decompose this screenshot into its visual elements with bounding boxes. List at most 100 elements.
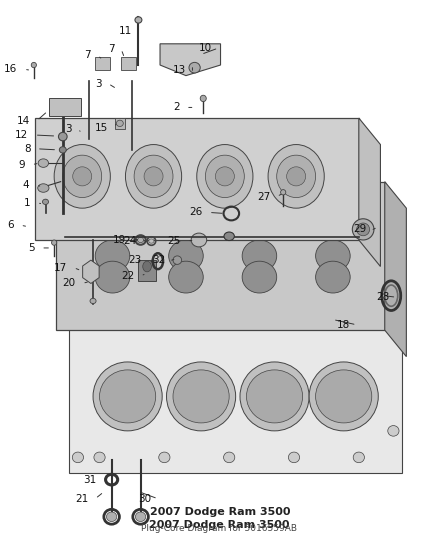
Ellipse shape [95,208,130,235]
Ellipse shape [309,201,357,241]
Text: 20: 20 [63,278,76,288]
Ellipse shape [95,261,130,293]
Ellipse shape [316,261,350,293]
Text: 18: 18 [337,320,350,330]
Text: 27: 27 [257,191,270,201]
Ellipse shape [288,277,300,288]
Ellipse shape [106,512,117,521]
Text: 10: 10 [199,43,212,53]
Text: 9: 9 [18,160,25,169]
Text: 15: 15 [95,123,108,133]
Ellipse shape [309,362,378,431]
Ellipse shape [162,201,210,241]
Text: 11: 11 [119,26,132,36]
Ellipse shape [125,144,182,208]
Ellipse shape [72,277,84,288]
Ellipse shape [242,208,277,235]
Ellipse shape [316,208,350,235]
Ellipse shape [240,362,309,431]
Polygon shape [359,118,381,266]
Text: 23: 23 [129,255,142,265]
Ellipse shape [159,452,170,463]
Ellipse shape [99,370,156,423]
Ellipse shape [59,132,67,141]
Ellipse shape [247,370,303,423]
Ellipse shape [59,147,66,153]
Polygon shape [69,266,402,473]
Ellipse shape [54,144,110,208]
Polygon shape [385,182,406,357]
Text: 31: 31 [83,475,96,484]
Text: 14: 14 [17,116,30,126]
Text: Plug-Core Diagram for 5016559AB: Plug-Core Diagram for 5016559AB [141,524,297,533]
Text: 29: 29 [353,224,367,235]
Ellipse shape [242,261,277,293]
FancyBboxPatch shape [95,57,110,70]
Text: 16: 16 [4,64,18,74]
Ellipse shape [281,190,286,195]
Ellipse shape [89,201,136,241]
Ellipse shape [94,277,105,288]
Ellipse shape [388,425,399,436]
Text: 7: 7 [84,51,91,60]
Ellipse shape [72,452,84,463]
Ellipse shape [63,155,102,198]
Ellipse shape [38,159,49,167]
Text: 30: 30 [138,494,152,504]
Ellipse shape [95,240,130,272]
Ellipse shape [215,167,234,186]
Text: 2007 Dodge Ram 3500: 2007 Dodge Ram 3500 [149,520,289,530]
Ellipse shape [134,155,173,198]
Text: 24: 24 [123,236,136,246]
Ellipse shape [223,452,235,463]
Text: 17: 17 [54,263,67,272]
Ellipse shape [191,233,207,247]
Ellipse shape [31,62,36,68]
Ellipse shape [173,256,182,264]
Ellipse shape [166,362,236,431]
Ellipse shape [173,370,229,423]
Ellipse shape [205,155,244,198]
Text: 19: 19 [113,235,126,245]
Ellipse shape [316,370,372,423]
Ellipse shape [143,261,152,272]
Text: 13: 13 [173,66,186,75]
Ellipse shape [353,277,364,288]
Text: 21: 21 [75,494,89,504]
Polygon shape [35,118,359,240]
Ellipse shape [224,232,234,240]
Ellipse shape [90,298,96,304]
Ellipse shape [73,167,92,186]
Polygon shape [160,44,221,76]
Ellipse shape [200,95,206,102]
Ellipse shape [353,452,364,463]
Ellipse shape [268,144,324,208]
Text: 1: 1 [24,198,30,208]
Text: 2: 2 [173,102,180,112]
Ellipse shape [38,184,49,192]
Ellipse shape [117,120,124,126]
Text: 12: 12 [15,130,28,140]
Ellipse shape [286,167,306,186]
Ellipse shape [169,208,203,235]
Ellipse shape [169,240,203,272]
Ellipse shape [288,452,300,463]
Text: 3: 3 [65,124,71,134]
Ellipse shape [316,240,350,272]
Ellipse shape [223,277,235,288]
Ellipse shape [197,144,253,208]
Ellipse shape [159,277,170,288]
Ellipse shape [135,17,142,23]
Text: 7: 7 [108,44,115,54]
Ellipse shape [52,240,57,245]
Text: 8: 8 [24,144,30,154]
Ellipse shape [149,239,154,243]
Text: 2007 Dodge Ram 3500: 2007 Dodge Ram 3500 [150,507,291,517]
Text: 5: 5 [28,243,35,253]
Ellipse shape [135,512,146,521]
Text: 4: 4 [23,180,29,190]
Ellipse shape [138,237,144,243]
FancyBboxPatch shape [138,260,156,281]
Ellipse shape [189,62,200,73]
FancyBboxPatch shape [121,57,136,70]
